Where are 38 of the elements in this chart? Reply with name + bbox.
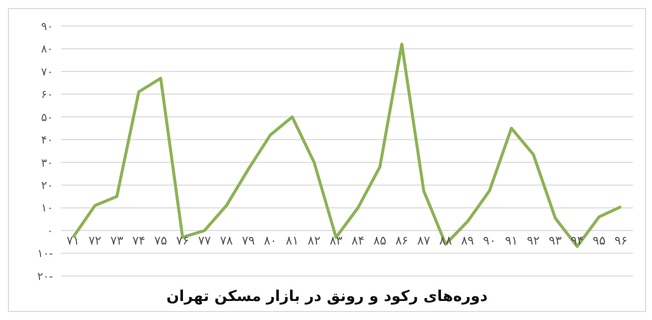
x-tick-label: ۷۱ [66,234,80,248]
x-tick-label: ۷۳ [110,234,124,248]
y-tick-label: ۷۰ [41,65,53,78]
y-tick-label: ۶۰ [41,88,53,102]
x-tick-label: ۸۷ [417,234,431,248]
y-tick-label: ۲۰ [41,178,53,192]
y-tick-label: ۳۰ [41,156,53,170]
x-tick-label: ۸۹ [461,234,474,248]
y-tick-label: ۰ [47,224,53,238]
x-tick-label: ۸۴ [352,234,364,248]
text: دوره‌های رکود و رونق در بازار مسکن تهران [165,286,489,307]
x-tick-label: ۹۳ [548,234,562,248]
y-tick-label: ۵۰ [41,110,53,124]
y-tick-label: ۹۰ [41,20,53,33]
y-tick-label: ۱۰ [41,202,53,215]
y-tick-label: ۲۰- [37,270,54,283]
y-tick-label: ۴۰ [41,134,53,147]
x-tick-label: ۹۵ [592,234,606,248]
x-tick-label: ۸۸ [439,234,453,248]
x-tick-label: ۸۳ [330,234,344,248]
x-tick-label: ۸۶ [395,234,408,248]
x-tick-label: ۸۰ [264,234,277,248]
x-tick-label: ۷۹ [242,234,255,248]
x-tick-label: ۷۶ [176,234,190,248]
x-tick-label: ۸۱ [286,234,299,248]
x-tick-label: ۹۶ [614,234,628,248]
x-tick-label: ۹۲ [526,234,540,248]
x-tick-label: ۷۴ [132,234,146,248]
x-tick-label: ۹۰ [483,234,496,248]
x-tick-label: ۹۱ [504,234,518,248]
x-tick-label: ۷۵ [154,234,168,248]
y-tick-label: ۱۰- [37,247,54,260]
y-tick-label: ۸۰ [41,42,53,56]
x-tick-label: ۷۲ [88,234,102,248]
x-tick-label: ۷۷ [198,234,212,248]
x-tick-label: ۸۲ [308,234,321,248]
x-tick-label: ۸۵ [373,234,386,248]
x-tick-label: ۷۸ [220,234,234,248]
